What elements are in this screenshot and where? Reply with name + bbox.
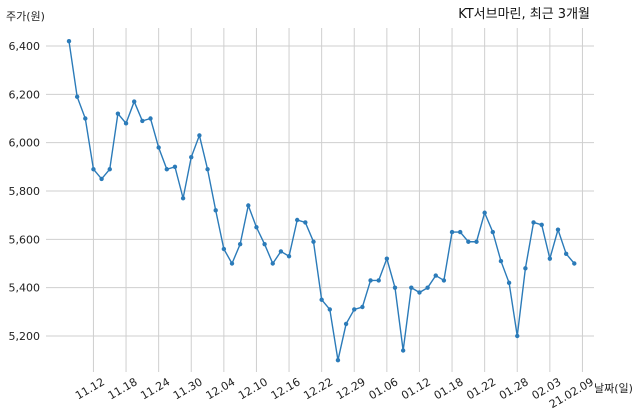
data-point (441, 278, 447, 283)
x-tick-label: 12.22 (301, 375, 335, 402)
data-point (66, 38, 72, 44)
grid-lines (46, 28, 594, 372)
y-axis-label: 주가(원) (6, 10, 45, 23)
data-point (237, 241, 243, 247)
x-tick-label: 01.06 (367, 375, 401, 402)
data-point (523, 266, 528, 271)
data-point (246, 203, 251, 208)
data-point (303, 220, 308, 225)
y-tick-labels: 5,200 5,400 5,600 5,800 6,000 6,200 6,400 (9, 40, 41, 343)
x-axis-label: 날짜(일) (594, 381, 633, 395)
y-tick-label: 5,800 (9, 185, 41, 198)
data-point (400, 348, 406, 353)
data-point (490, 229, 495, 235)
data-point (295, 217, 300, 223)
y-tick-label: 6,400 (9, 40, 41, 53)
data-point (213, 208, 218, 213)
x-tick-label: 11.24 (138, 375, 172, 402)
price-series-points (66, 38, 577, 363)
data-point (262, 241, 267, 247)
x-tick-label: 12.04 (204, 375, 238, 402)
x-tick-label: 11.30 (171, 375, 205, 402)
data-point (221, 246, 227, 252)
y-tick-label: 5,600 (9, 233, 41, 246)
data-point (189, 154, 194, 160)
x-tick-label: 01.18 (432, 375, 466, 402)
data-point (449, 229, 455, 235)
data-point (466, 239, 471, 244)
data-point (99, 176, 104, 182)
y-tick-label: 5,400 (9, 282, 41, 295)
data-point (148, 116, 153, 121)
x-tick-label: 12.16 (269, 375, 303, 402)
data-point (425, 285, 430, 290)
data-point (107, 167, 112, 172)
data-point (458, 229, 463, 235)
y-tick-label: 5,200 (9, 330, 41, 343)
data-point (433, 273, 438, 278)
data-point (164, 167, 169, 172)
data-point (531, 220, 536, 225)
data-point (156, 145, 161, 150)
x-tick-label: 01.12 (399, 375, 433, 402)
x-tick-label: 01.22 (464, 375, 498, 402)
data-point (197, 133, 202, 138)
data-point (343, 321, 349, 327)
data-point (205, 167, 210, 172)
x-tick-label: 11.12 (73, 375, 107, 402)
data-point (278, 249, 284, 254)
data-point (229, 261, 235, 266)
data-point (417, 290, 422, 295)
data-point (360, 304, 365, 310)
x-tick-label: 01.28 (497, 375, 531, 402)
data-point (474, 239, 479, 244)
data-point (392, 285, 398, 290)
data-point (254, 225, 259, 230)
data-point (335, 357, 341, 363)
data-point (270, 261, 275, 266)
data-point (555, 227, 561, 232)
data-point (180, 196, 186, 201)
chart-title: KT서브마린, 최근 3개월 (458, 7, 590, 22)
data-point (91, 167, 96, 172)
x-tick-label: 11.18 (106, 375, 140, 402)
data-point (563, 251, 569, 257)
data-point (539, 222, 544, 228)
data-point (482, 210, 487, 215)
data-point (506, 280, 512, 286)
data-point (352, 307, 357, 312)
data-point (515, 333, 520, 339)
data-point (115, 111, 121, 116)
data-point (172, 164, 178, 170)
data-point (409, 285, 414, 290)
data-point (327, 307, 332, 312)
data-point (319, 297, 324, 302)
data-point (498, 258, 504, 264)
data-point (311, 239, 316, 244)
x-tick-labels: 11.1211.1811.2411.3012.0412.1012.1612.22… (73, 375, 596, 411)
x-tick-label: 12.29 (334, 375, 368, 402)
data-point (83, 116, 88, 121)
data-point (132, 99, 137, 104)
data-point (286, 254, 292, 259)
y-tick-label: 6,000 (9, 137, 41, 150)
data-point (74, 94, 80, 99)
data-point (368, 278, 373, 283)
data-point (547, 256, 553, 261)
y-tick-label: 6,200 (9, 88, 41, 101)
data-point (140, 118, 145, 124)
data-point (376, 278, 381, 283)
data-point (572, 261, 577, 266)
x-tick-label: 12.10 (236, 375, 270, 402)
data-point (123, 121, 129, 126)
data-point (384, 256, 390, 261)
